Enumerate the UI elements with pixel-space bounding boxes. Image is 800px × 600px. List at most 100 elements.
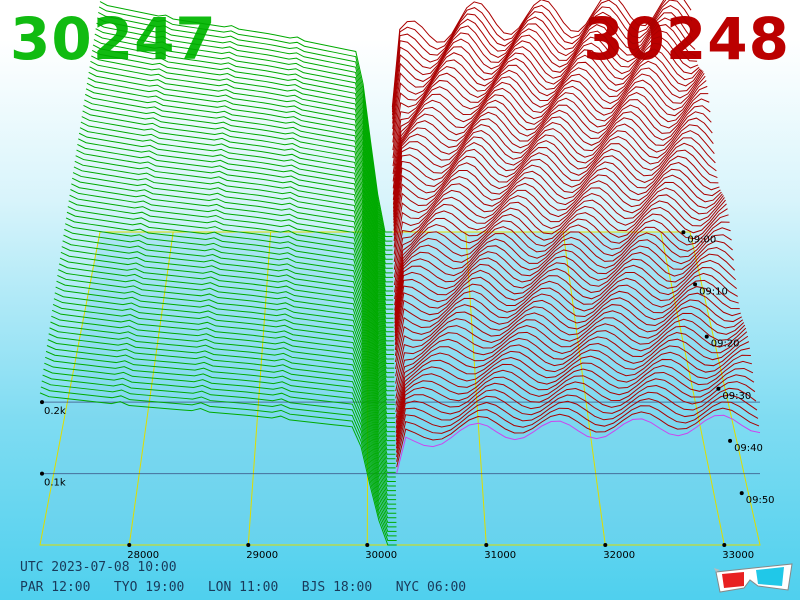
ask-depth-line xyxy=(395,299,742,377)
ask-depth-line xyxy=(394,279,739,356)
ask-depth-line xyxy=(394,227,731,324)
bid-depth-line xyxy=(65,223,395,414)
price-tick-label: 32000 xyxy=(603,550,635,561)
bid-depth-line xyxy=(52,304,396,478)
ask-depth-line xyxy=(396,414,761,474)
bid-depth-line xyxy=(62,240,396,428)
ask-depth-line xyxy=(394,208,728,311)
bid-depth-line xyxy=(87,77,394,297)
ask-depth-line xyxy=(393,149,718,242)
bid-depth-line xyxy=(90,60,394,283)
bid-depth-line xyxy=(59,257,396,442)
volume-tick-marker xyxy=(40,400,44,405)
time-tick-label: 09:20 xyxy=(711,339,740,350)
ask-depth-line xyxy=(392,85,708,205)
bid-depth-line xyxy=(66,211,395,405)
bid-depth-line xyxy=(67,206,395,401)
ask-depth-line xyxy=(395,331,748,413)
ask-depth-line xyxy=(393,187,724,286)
ask-depth-line xyxy=(395,335,749,419)
ask-depth-line xyxy=(392,24,697,130)
ask-depth-line xyxy=(394,214,729,316)
price-grid-line xyxy=(465,231,487,546)
ask-depth-line xyxy=(394,259,736,341)
clock-nyc: NYC 06:00 xyxy=(395,580,467,595)
price-tick-label: 33000 xyxy=(722,550,754,561)
bid-depth-line xyxy=(58,263,396,446)
ask-depth-line xyxy=(394,267,737,345)
clock-bjs: BJS 18:00 xyxy=(301,580,396,595)
bid-depth-line xyxy=(75,155,395,360)
time-tick-marker xyxy=(739,491,744,496)
ask-depth-line xyxy=(395,341,750,424)
bid-depth-line xyxy=(43,368,397,528)
ask-depth-line xyxy=(392,80,707,201)
ask-depth-line xyxy=(395,318,746,399)
bid-depth-line xyxy=(80,121,394,333)
3d-glasses-icon[interactable] xyxy=(714,560,794,596)
price-tick-marker xyxy=(127,543,132,547)
bid-depth-line xyxy=(76,149,395,355)
bid-depth-line xyxy=(51,309,396,482)
ask-depth-line xyxy=(393,137,716,231)
bid-depth-line xyxy=(65,217,395,410)
ask-depth-line xyxy=(395,305,744,384)
ask-depth-line xyxy=(394,203,727,306)
ask-depth-line xyxy=(393,155,719,248)
bid-depth-line xyxy=(55,286,396,464)
ask-depth-line xyxy=(391,0,665,108)
bid-depth-line xyxy=(98,11,393,242)
bid-depth-line xyxy=(44,362,397,523)
time-axis: 09:00 09:10 09:20 09:30 09:40 09:50 xyxy=(681,230,775,506)
ask-depth-line xyxy=(393,181,723,278)
bid-depth-line xyxy=(82,110,394,324)
bid-depth-line xyxy=(89,66,394,287)
ask-depth-line xyxy=(394,240,733,330)
ask-depth-line xyxy=(394,246,734,333)
bid-depth-line xyxy=(57,274,396,455)
ask-depth-line xyxy=(396,401,759,462)
bid-depth-line xyxy=(94,33,393,260)
bid-depth-line xyxy=(78,132,394,342)
price-tick-marker xyxy=(722,543,727,547)
bid-depth-line xyxy=(61,246,396,433)
bid-depth-line xyxy=(71,177,395,378)
ask-depth-line xyxy=(391,0,693,113)
bid-depth-line xyxy=(56,280,396,460)
ask-depth-line xyxy=(394,286,740,363)
ask-depth-line xyxy=(393,98,710,212)
price-grid-line xyxy=(562,231,606,546)
bid-price: 30247 xyxy=(10,5,217,73)
volume-tick-label: 0.1k xyxy=(44,478,66,489)
ask-depth-line xyxy=(395,292,741,370)
bid-depth-line xyxy=(83,104,394,319)
ask-depth-line xyxy=(395,374,755,445)
price-tick-label: 28000 xyxy=(127,550,159,561)
bid-depth-line xyxy=(51,315,396,487)
bid-depth-line xyxy=(60,251,396,437)
bid-depth-line xyxy=(99,1,393,233)
time-tick-marker xyxy=(693,282,698,287)
bid-depth-line xyxy=(84,93,394,310)
ask-depth-line xyxy=(393,194,725,293)
ask-depth-line xyxy=(395,387,757,453)
bid-depth-line xyxy=(63,234,396,424)
time-tick-label: 09:50 xyxy=(746,495,775,506)
bid-depth-line xyxy=(71,183,395,383)
volume-tick-marker xyxy=(40,471,44,476)
bid-depth-line xyxy=(47,339,397,505)
bid-depth-line xyxy=(73,166,395,369)
bid-depth-line xyxy=(46,345,397,510)
bid-depth-line xyxy=(92,44,393,269)
bid-depth-line xyxy=(93,39,393,265)
ask-depth-line xyxy=(393,168,721,262)
ask-depth-line xyxy=(393,142,717,236)
ask-depth-line xyxy=(392,36,699,143)
clock-par: PAR 12:00 xyxy=(20,580,114,595)
ask-depth-line xyxy=(393,130,715,227)
volume-tick-label: 0.2k xyxy=(44,406,66,417)
bid-depth-line xyxy=(70,189,395,387)
ask-depth-line xyxy=(395,325,747,406)
ask-depth-line xyxy=(394,234,732,327)
